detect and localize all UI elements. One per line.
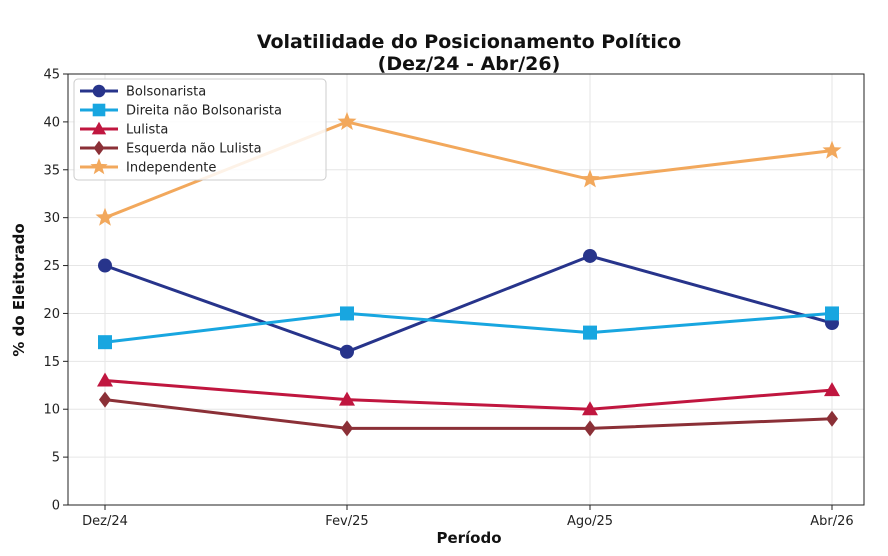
legend-label: Independente — [126, 161, 216, 176]
y-tick-label: 30 — [43, 211, 60, 226]
series-esquerda-n-o-lulista — [99, 391, 838, 437]
y-axis-label: % do Eleitorado — [10, 223, 28, 356]
y-tick-label: 35 — [43, 163, 60, 178]
legend-item: Direita não Bolsonarista — [80, 104, 282, 119]
data-point — [582, 401, 598, 416]
series-bolsonarista — [98, 248, 839, 359]
legend-marker — [92, 84, 106, 98]
data-point — [824, 382, 840, 397]
legend-marker — [93, 140, 105, 156]
legend-item: Bolsonarista — [80, 85, 206, 100]
legend-marker — [91, 121, 107, 135]
data-point — [99, 391, 111, 408]
series-line — [104, 311, 833, 344]
legend-item: Independente — [80, 158, 216, 176]
series-line — [104, 254, 833, 354]
legend-item: Esquerda não Lulista — [80, 140, 262, 157]
x-tick-label: Fev/25 — [325, 514, 368, 529]
data-point — [98, 335, 112, 350]
data-point — [337, 111, 357, 130]
data-point — [826, 410, 838, 427]
legend: Bolsonarista Direita não Bolsonarista Luli… — [73, 78, 327, 181]
data-point — [341, 420, 353, 437]
legend-item: Lulista — [80, 121, 168, 138]
data-point — [97, 372, 113, 387]
data-point — [339, 391, 355, 406]
y-tick-label: 5 — [52, 451, 60, 466]
y-tick-label: 15 — [43, 355, 60, 370]
y-axis-ticks: 0 5 10 15 20 25 30 35 40 45 — [43, 68, 68, 514]
data-point — [584, 420, 596, 437]
data-point — [583, 325, 597, 340]
series-line — [104, 398, 833, 430]
data-point — [95, 207, 115, 226]
x-axis-ticks: Dez/24 Fev/25 Ago/25 Abr/26 — [82, 505, 854, 529]
plot-frame — [67, 73, 865, 506]
y-tick-label: 45 — [43, 68, 60, 83]
data-point — [98, 258, 112, 273]
y-tick-label: 25 — [43, 259, 60, 274]
data-point — [340, 344, 354, 359]
x-axis-label: Período — [436, 529, 501, 547]
legend-label: Esquerda não Lulista — [126, 142, 262, 157]
legend-label: Lulista — [126, 123, 168, 138]
legend-marker — [90, 158, 108, 175]
chart-title: Volatilidade do Posicionamento Político — [257, 31, 681, 53]
series-lulista — [97, 372, 840, 416]
y-tick-label: 10 — [43, 403, 60, 418]
data-point — [822, 140, 842, 159]
series-direita-n-o-bolsonarista — [98, 306, 839, 350]
data-point — [340, 306, 354, 321]
data-point — [825, 306, 839, 321]
x-tick-label: Dez/24 — [82, 514, 128, 529]
legend-box — [73, 78, 327, 181]
data-point — [583, 248, 597, 263]
y-tick-label: 40 — [43, 115, 60, 130]
series-line — [104, 379, 833, 411]
data-point — [580, 169, 600, 188]
legend-label: Bolsonarista — [126, 85, 206, 100]
chart-subtitle: (Dez/24 - Abr/26) — [378, 53, 561, 75]
legend-marker — [92, 103, 106, 117]
x-tick-label: Ago/25 — [567, 514, 613, 529]
y-tick-label: 20 — [43, 307, 60, 322]
legend-label: Direita não Bolsonarista — [126, 104, 282, 119]
x-tick-label: Abr/26 — [810, 514, 853, 529]
y-tick-label: 0 — [52, 499, 60, 514]
